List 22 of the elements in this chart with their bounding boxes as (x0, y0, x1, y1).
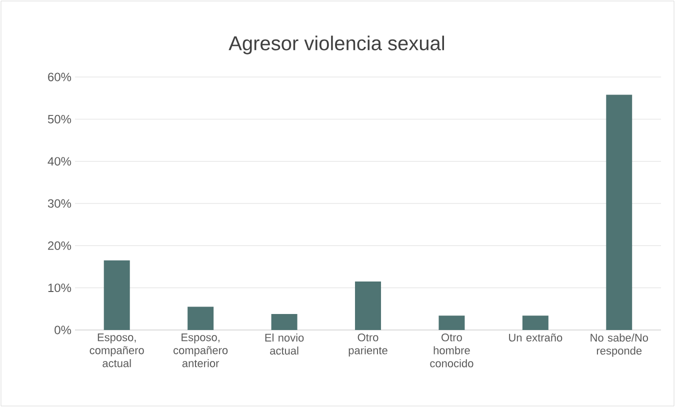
y-tick-label: 60% (48, 72, 72, 82)
bar (188, 306, 214, 330)
y-tick-label: 20% (48, 241, 72, 250)
y-tick-label: 30% (48, 199, 72, 208)
x-tick-label: No sabe/No responde (590, 334, 648, 357)
x-tick-label: Otro pariente (348, 334, 388, 356)
y-tick-label: 40% (48, 157, 72, 166)
x-tick-label: El novio actual (265, 334, 304, 355)
bar (355, 282, 382, 330)
y-tick-label: 0% (54, 326, 72, 334)
y-tick-label: 50% (48, 114, 72, 124)
x-tick-label: Esposo, compañero anterior (174, 334, 228, 368)
bar (606, 94, 632, 330)
bar (522, 316, 548, 330)
bar (438, 316, 465, 330)
y-tick-label: 10% (48, 284, 72, 292)
x-tick-label: Otro hombre conocido (430, 334, 474, 368)
x-tick-label: Un extraño (509, 334, 562, 342)
chart-title: Agresor violencia sexual (228, 36, 444, 54)
x-tick-label: Esposo, compañero actual (90, 334, 144, 368)
bar (271, 314, 298, 330)
bar (104, 260, 130, 330)
